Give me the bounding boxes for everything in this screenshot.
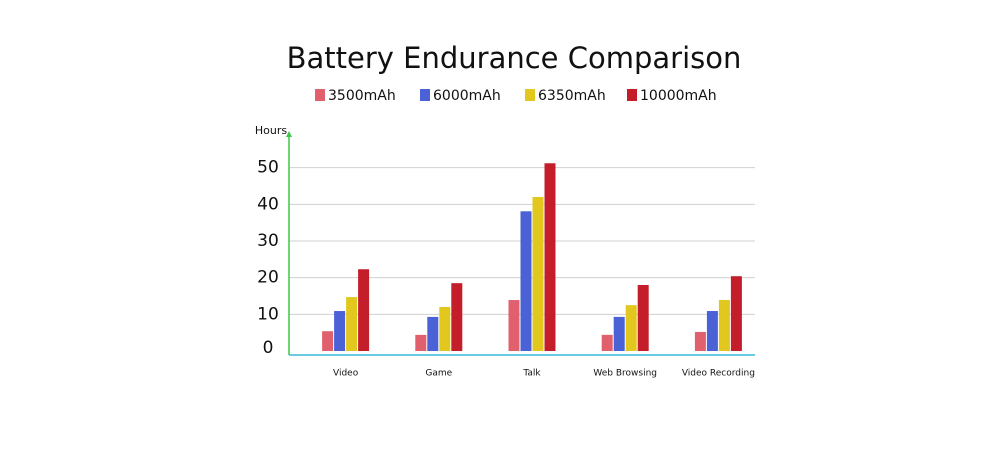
y-tick-label: 30 [257, 231, 279, 251]
x-tick-label: Talk [522, 369, 541, 379]
bar [415, 334, 427, 351]
bar [508, 300, 520, 351]
bar [730, 276, 742, 351]
bar [544, 163, 556, 351]
bar [346, 297, 358, 351]
bar [322, 331, 334, 351]
chart-title: Battery Endurance Comparison [287, 41, 742, 75]
legend-label: 6350mAh [538, 88, 606, 104]
bar [601, 334, 613, 351]
x-tick-label: Web Browsing [593, 369, 657, 379]
legend-swatch [420, 89, 430, 101]
bar [334, 311, 346, 351]
bar [718, 300, 730, 351]
legend-swatch [315, 89, 325, 101]
bar [520, 211, 532, 351]
y-axis-label: Hours [255, 124, 287, 137]
legend-label: 6000mAh [433, 88, 501, 104]
x-tick-label: Video [333, 369, 359, 379]
bar [694, 331, 706, 351]
bar [625, 305, 637, 351]
bar [439, 307, 451, 351]
y-tick-label: 10 [257, 304, 279, 324]
bar [451, 283, 463, 351]
legend-label: 10000mAh [640, 88, 717, 104]
x-tick-label: Video Recording [682, 369, 755, 379]
y-axis-arrow [286, 131, 292, 137]
y-tick-label: 0 [263, 338, 274, 358]
legend-label: 3500mAh [328, 88, 396, 104]
x-tick-label: Game [425, 369, 452, 379]
legend-swatch [525, 89, 535, 101]
y-tick-label: 50 [257, 158, 279, 178]
bar [613, 316, 625, 351]
bar [427, 316, 439, 351]
bar [532, 197, 544, 351]
y-tick-label: 40 [257, 194, 279, 214]
y-tick-label: 20 [257, 268, 279, 288]
bar [706, 311, 718, 351]
bar [358, 269, 370, 351]
legend-swatch [627, 89, 637, 101]
bar [637, 285, 649, 351]
